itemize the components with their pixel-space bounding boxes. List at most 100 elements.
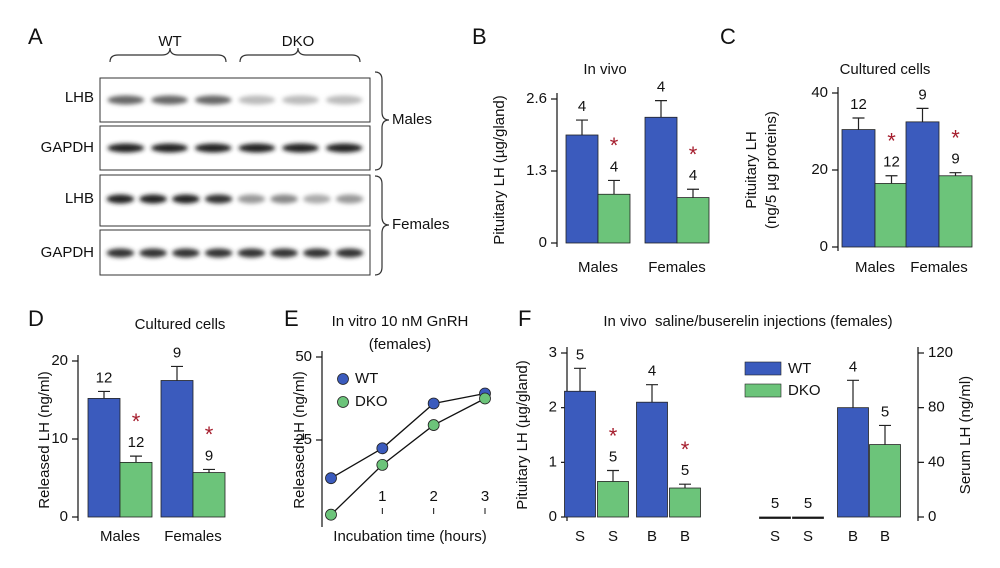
panel-label: B <box>472 24 487 49</box>
bar <box>759 516 791 519</box>
band <box>335 194 364 204</box>
bar <box>565 134 599 244</box>
error-bar <box>679 483 691 489</box>
x-tick-label: 2 <box>429 488 437 505</box>
y-tick-label: 10 <box>51 430 68 447</box>
group-label: WT <box>158 33 181 50</box>
y-tick-label: 120 <box>928 344 953 361</box>
bar <box>87 398 121 518</box>
significance: * <box>887 129 896 154</box>
error-bar <box>885 175 898 184</box>
x-tick-label: S <box>575 528 585 545</box>
y-tick-label: 40 <box>811 84 828 101</box>
band <box>139 248 167 258</box>
n-label: 5 <box>804 495 812 512</box>
bar <box>869 444 901 518</box>
bar <box>597 193 631 244</box>
y-tick-label: 0 <box>539 234 547 251</box>
point <box>376 458 389 471</box>
y-tick-label: 2.6 <box>526 90 547 107</box>
line <box>330 392 486 479</box>
error-bar <box>847 379 859 408</box>
legend-marker <box>337 396 349 408</box>
bracket <box>109 47 227 63</box>
chart-title: In vitro 10 nM GnRH <box>332 313 469 330</box>
bar <box>841 129 876 248</box>
n-label: 12 <box>883 154 900 171</box>
band <box>106 194 135 204</box>
legend-marker <box>744 361 782 376</box>
error-bar <box>655 100 667 118</box>
significance: * <box>609 423 618 448</box>
error-bar <box>203 468 215 473</box>
band <box>270 248 298 258</box>
y-tick-label: 0 <box>928 508 936 525</box>
point <box>376 442 389 455</box>
x-tick-label: B <box>680 528 690 545</box>
row-label: GAPDH <box>41 139 94 156</box>
n-label: 5 <box>576 346 584 363</box>
band <box>237 248 266 258</box>
legend-label: DKO <box>788 382 821 399</box>
x-axis-label: Incubation time (hours) <box>333 528 486 545</box>
y-tick-label: 0 <box>60 508 68 525</box>
band <box>282 95 319 105</box>
error-bar <box>574 367 586 392</box>
error-bar <box>879 424 891 445</box>
n-label: 12 <box>96 369 113 386</box>
band <box>194 143 232 153</box>
bar <box>837 407 869 518</box>
y-tick-label: 80 <box>928 399 945 416</box>
n-label: 4 <box>578 98 586 115</box>
x-tick-label: Females <box>648 259 706 276</box>
error-bar <box>607 469 619 482</box>
bar <box>874 183 909 248</box>
n-label: 9 <box>173 344 181 361</box>
significance: * <box>681 437 690 462</box>
bands <box>106 95 364 258</box>
band <box>335 248 364 258</box>
legend-label: DKO <box>355 393 388 410</box>
band <box>194 95 232 105</box>
band <box>106 248 135 258</box>
blot-row <box>99 77 371 123</box>
brackets <box>109 47 390 276</box>
y-axis-label: Pituitary LH <box>743 131 760 209</box>
y-tick-label: 20 <box>51 352 68 369</box>
bar <box>938 175 973 248</box>
point <box>479 392 491 405</box>
y-tick-label: 3 <box>549 344 557 361</box>
y-tick-label: 1.3 <box>526 162 547 179</box>
error-bar <box>576 119 588 135</box>
point <box>325 508 337 521</box>
y-tick-label: 0 <box>549 508 557 525</box>
n-label: 5 <box>609 449 617 466</box>
bar <box>792 516 824 519</box>
n-label: 9 <box>918 86 926 103</box>
band <box>151 143 188 153</box>
chart-title: In vivo saline/buserelin injections (fem… <box>603 313 892 330</box>
point <box>325 472 337 485</box>
x-tick-label: B <box>647 528 657 545</box>
point <box>427 419 440 431</box>
n-label: 5 <box>681 462 689 479</box>
y-axis-label: Pituitary LH (µg/gland) <box>514 360 531 510</box>
error-bar <box>852 117 865 130</box>
legend-label: WT <box>355 370 378 387</box>
x-tick-label: Females <box>164 528 222 545</box>
blot <box>99 77 371 276</box>
x-tick-label: S <box>608 528 618 545</box>
n-label: 4 <box>657 79 665 96</box>
y-tick-label: 0 <box>820 238 828 255</box>
brace <box>374 175 390 276</box>
bar <box>905 121 940 248</box>
bar <box>636 401 668 518</box>
bar <box>597 481 629 518</box>
n-label: 4 <box>610 158 618 175</box>
band <box>237 194 266 204</box>
y-tick-label: 1 <box>549 453 557 470</box>
y2-axis-label: Serum LH (ng/ml) <box>957 376 974 494</box>
n-label: 4 <box>648 363 656 380</box>
panel-label: F <box>518 306 531 331</box>
bracket <box>239 47 361 63</box>
